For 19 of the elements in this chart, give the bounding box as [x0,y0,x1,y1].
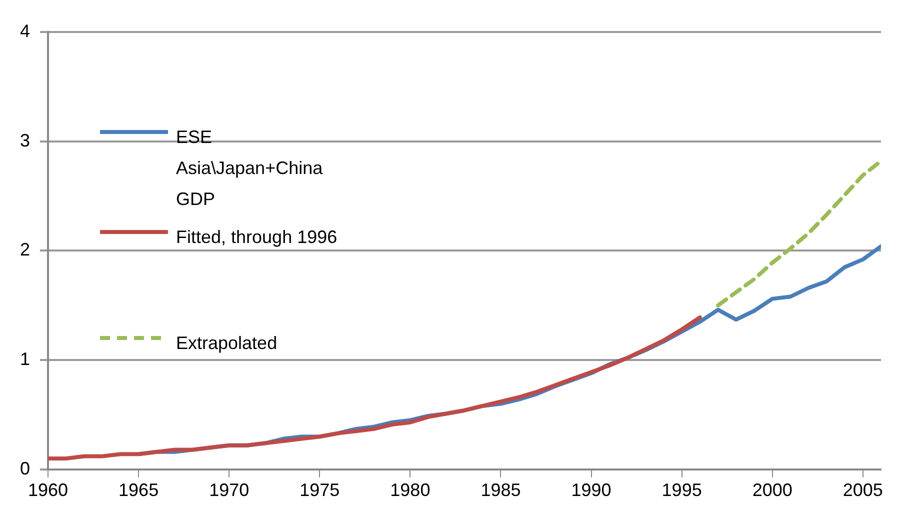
legend-label: Fitted, through 1996 [176,226,338,247]
y-tick-label: 2 [20,240,30,260]
x-tick-label: 1985 [480,480,521,500]
y-tick-label: 3 [20,130,30,150]
y-tick-label: 0 [20,458,30,478]
x-tick-label: 1995 [662,480,702,500]
x-tick-label: 2000 [752,480,792,500]
x-tick-label: 1970 [209,480,250,500]
x-tick-label: 2005 [842,480,883,500]
legend-label: ESE Asia\Japan+China GDP [176,126,324,209]
x-tick-label: 1990 [571,480,612,500]
x-tick-label: 1975 [300,480,340,500]
y-tick-label: 1 [20,349,30,370]
x-tick-label: 1960 [28,480,68,500]
line-series [716,159,881,308]
x-tick-label: 1965 [118,480,159,500]
legend-label: Extrapolated [176,332,278,353]
y-tick-label: 4 [20,20,30,41]
x-tick-label: 1980 [390,480,430,500]
